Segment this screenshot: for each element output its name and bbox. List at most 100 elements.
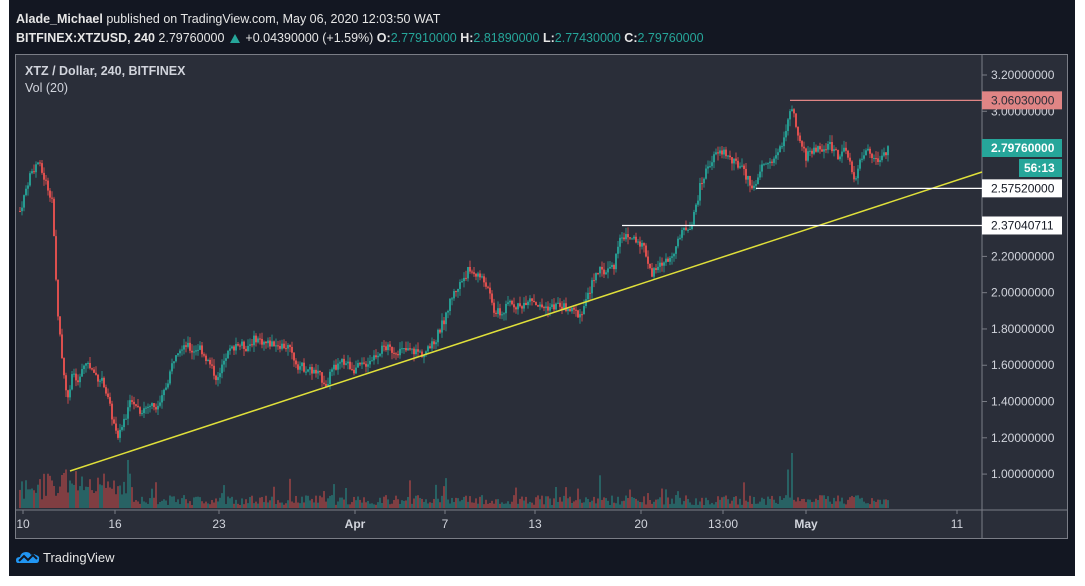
candle-body xyxy=(477,273,479,277)
candle-body xyxy=(665,258,667,263)
volume-bar xyxy=(431,502,433,508)
candle-body xyxy=(295,360,297,365)
support-trendline[interactable] xyxy=(69,171,983,472)
candle-body xyxy=(527,301,529,306)
volume-bar xyxy=(437,498,439,508)
candle-body xyxy=(99,380,101,382)
candle-body xyxy=(407,348,409,351)
candle-body xyxy=(243,341,245,349)
volume-bar xyxy=(797,497,799,508)
volume-bar xyxy=(845,504,847,508)
volume-bar xyxy=(337,501,339,508)
volume-bar xyxy=(271,496,273,508)
volume-bar xyxy=(333,484,335,508)
candle-body xyxy=(853,172,855,180)
volume-bar xyxy=(553,498,555,508)
candle-body xyxy=(565,303,567,312)
volume-bar xyxy=(221,493,223,508)
candle-body xyxy=(707,166,709,169)
symbol-label: BITFINEX:XTZUSD, 240 xyxy=(16,31,155,45)
candle-body xyxy=(855,178,857,180)
candle-body xyxy=(161,395,163,403)
candle-body xyxy=(547,306,549,311)
volume-bar xyxy=(273,486,275,508)
candle-body xyxy=(771,161,773,163)
volume-bar xyxy=(605,498,607,508)
low-value: 2.77430000 xyxy=(554,31,621,45)
candle-body xyxy=(379,353,381,356)
candle-body xyxy=(703,178,705,184)
candle-body xyxy=(629,237,631,239)
candle-body xyxy=(313,369,315,374)
volume-bar xyxy=(791,453,793,508)
volume-bar xyxy=(39,479,41,508)
candle-body xyxy=(885,152,887,156)
candle-body xyxy=(553,304,555,310)
candle-body xyxy=(395,353,397,355)
volume-bar xyxy=(415,495,417,508)
volume-bar xyxy=(805,502,807,508)
volume-bar xyxy=(531,502,533,508)
x-tick-label: May xyxy=(794,517,818,531)
candle-body xyxy=(281,343,283,349)
volume-bar xyxy=(407,496,409,508)
volume-bar xyxy=(389,504,391,508)
x-tick-label: 13:00 xyxy=(708,517,738,531)
volume-bar xyxy=(705,497,707,508)
candle-body xyxy=(805,148,807,161)
volume-bar xyxy=(311,498,313,508)
legend-volume[interactable]: Vol (20) xyxy=(25,81,69,95)
candle-body xyxy=(123,418,125,428)
volume-bar xyxy=(215,498,217,508)
candle-body xyxy=(513,304,515,308)
candle-body xyxy=(545,306,547,309)
candle-body xyxy=(107,393,109,398)
candle-body xyxy=(615,253,617,270)
candle-body xyxy=(23,195,25,208)
candle-body xyxy=(235,344,237,351)
candle-body xyxy=(55,236,57,280)
volume-bar xyxy=(383,496,385,508)
volume-bar xyxy=(309,500,311,508)
candle-body xyxy=(35,164,37,173)
candle-body xyxy=(215,375,217,381)
volume-bar xyxy=(575,500,577,508)
candle-body xyxy=(647,256,649,264)
volume-bar xyxy=(577,488,579,508)
volume-bar xyxy=(799,501,801,508)
volume-bar xyxy=(57,493,59,508)
candle-body xyxy=(835,149,837,151)
volume-bar xyxy=(289,478,291,508)
volume-bar xyxy=(551,504,553,508)
volume-bar xyxy=(197,496,199,508)
volume-bar xyxy=(713,504,715,508)
candle-body xyxy=(521,306,523,309)
candle-body xyxy=(371,360,373,362)
candle-body xyxy=(473,272,475,274)
volume-bar xyxy=(427,503,429,508)
candle-body xyxy=(717,152,719,154)
candle-body xyxy=(657,266,659,271)
volume-bar xyxy=(545,496,547,508)
volume-bar xyxy=(293,502,295,508)
volume-bar xyxy=(89,479,91,508)
volume-bar xyxy=(875,501,877,508)
volume-bar xyxy=(453,501,455,508)
candle-body xyxy=(43,172,45,180)
chart-panel[interactable] xyxy=(15,54,1068,539)
volume-bar xyxy=(609,504,611,508)
volume-bar xyxy=(715,502,717,508)
author-name[interactable]: Alade_Michael xyxy=(16,12,103,26)
current-price-tag xyxy=(982,138,1062,157)
candle-body xyxy=(673,253,675,257)
volume-bar xyxy=(301,496,303,508)
volume-bar xyxy=(523,500,525,508)
volume-bar xyxy=(425,499,427,508)
volume-bar xyxy=(593,496,595,508)
tradingview-logo[interactable]: TradingView xyxy=(16,549,115,565)
candle-body xyxy=(495,312,497,314)
volume-bar xyxy=(49,475,51,508)
candle-body xyxy=(109,397,111,404)
volume-bar xyxy=(515,487,517,508)
